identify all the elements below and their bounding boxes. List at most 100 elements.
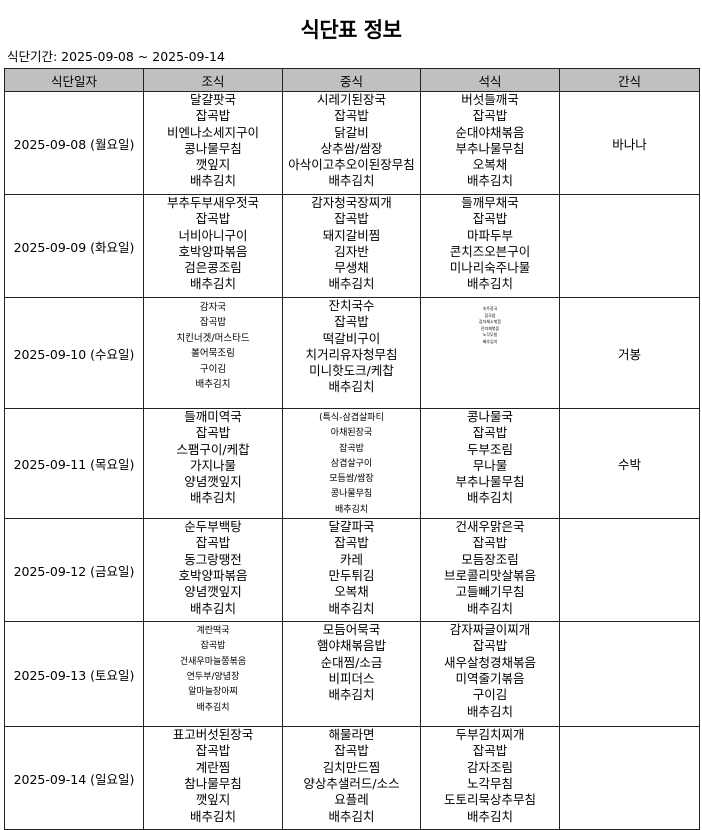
menu-item: 부추두부새우젓국 [166,195,259,210]
table-row: 2025-09-11 (목요일) 들깨미역국 잡곡밥 스팸구이/케찹 가지나물 양념깻잎지… [4,407,700,520]
menu-item: 감자채소볶음 [478,319,502,324]
menu-item: 부추나물무침 [455,140,525,156]
date-cell: 2025-09-12 (금요일) [4,518,144,623]
table-header-row: 식단일자 조식 중식 석식 간식 [4,68,700,92]
menu-item: 오복채 [472,157,508,173]
menu-item: 구이김 [472,687,508,703]
menu-item: 오복채 [334,584,369,600]
dinner-cell: 건새우맑은국 잡곡밥 모듬장조림 브로콜리맛살볶음 고들빼기무침 배추김치 [420,518,560,623]
date-cell: 2025-09-11 (목요일) [4,407,144,520]
menu-item: 잡곡밥 [472,743,508,759]
menu-item: 카레 [339,551,363,567]
snack-cell: 거봉 [559,297,700,409]
dinner-cell: 들깨무채국 잡곡밥 마파두부 콘치즈오븐구이 미나리숙주나물 배추김치 [420,194,560,298]
snack-cell [559,726,700,830]
menu-item: 미나리숙주나물 [449,260,531,276]
menu-item: 참나물무침 [184,775,242,791]
header-dinner: 석식 [420,68,560,92]
menu-item: 배추김치 [466,276,513,292]
menu-item: 순두부백탕 [184,519,242,535]
menu-item: 배추김치 [328,600,375,616]
menu-item: 배추김치 [466,600,513,616]
menu-item: 들깨무채국 [461,195,519,210]
menu-item: 잡곡밥 [334,108,369,124]
menu-item: 김자반 [334,243,369,259]
menu-item: 돼지갈비찜 [322,227,381,243]
menu-item: 건새우맑은국 [455,519,525,535]
table-row: 2025-09-09 (화요일) 부추두부새우젓국 잡곡밥 너비아니구이 호박양파볶음 검… [4,194,700,298]
date-cell: 2025-09-10 (수요일) [4,297,144,409]
table-row: 2025-09-13 (토요일) 계란떡국 잡곡밥 건새우마늘쫑볶음 연두부/양념장 알마… [4,621,700,728]
dinner-cell: 두부김치찌개 잡곡밥 감자조림 노각무침 도토리묵상추무침 배추김치 [420,726,560,830]
menu-item: 알마늘장아찌 [188,687,238,698]
menu-item: 잡곡밥 [195,211,231,227]
menu-item: 아삭이고추오이된장무침 [288,157,415,173]
dinner-cell: 버섯들깨국 잡곡밥 순대야채볶음 부추나물무침 오복채 배추김치 [420,91,560,195]
menu-item: 잡곡밥 [472,535,508,551]
menu-item: 김치만드찜 [322,759,381,775]
menu-item: 스팸구이/케찹 [176,441,250,457]
breakfast-cell: 표고버섯된장국 잡곡밥 계란찜 참나물무침 깻잎지 배추김치 [143,726,283,830]
menu-item: 동그랑땡전 [184,551,242,567]
menu-item: 감자국 [199,302,227,313]
menu-item: 건새우마늘쫑볶음 [179,656,247,667]
menu-item: 양념깻잎지 [184,584,242,600]
menu-item: 배추김치 [482,338,498,344]
menu-item: 구이김 [199,363,227,375]
menu-item: 고들빼기무침 [455,584,525,600]
breakfast-cell: 들깨미역국 잡곡밥 스팸구이/케찹 가지나물 양념깻잎지 배추김치 [143,407,283,520]
menu-item: 배추김치 [466,703,513,719]
menu-item: 잡곡밥 [334,743,369,759]
table-row: 2025-09-14 (일요일) 표고버섯된장국 잡곡밥 계란찜 참나물무침 깻잎지 배추김… [4,726,700,830]
menu-item: 노각무침 [466,775,513,791]
menu-item: 배추김치 [334,504,369,515]
menu-item: 잡곡밥 [195,743,231,759]
menu-item: 배추김치 [466,173,513,189]
menu-item: 모듬쌈/쌈장 [329,474,374,485]
menu-item: 잡곡밥 [195,425,231,441]
lunch-cell: 모듬어묵국 햄야채볶음밥 순대찜/소금 비피더스 배추김치 [282,621,421,728]
menu-item: 배추김치 [196,702,230,713]
header-date: 식단일자 [4,68,144,92]
menu-item: 가지나물 [189,457,236,473]
menu-item: 무생채 [334,260,369,276]
menu-item: 배추김치 [328,276,375,292]
menu-item: 노각무침 [482,332,498,337]
table-row: 2025-09-08 (월요일) 달걀팟국 잡곡밥 비엔나소세지구이 콩나물무침 깻잎지 배… [4,91,700,195]
menu-item: 연두부/양념장 [186,671,240,682]
menu-item: 잡곡밥 [334,314,369,330]
menu-item: 잡곡밥 [200,641,226,652]
menu-item: 깻잎지 [195,792,231,808]
date-cell: 2025-09-14 (일요일) [4,726,144,830]
breakfast-cell: 달걀팟국 잡곡밥 비엔나소세지구이 콩나물무침 깻잎지 배추김치 [143,91,283,195]
menu-item: 모듬장조림 [461,551,519,567]
menu-item: 시레기된장국 [316,92,386,107]
snack-cell [559,194,700,298]
dinner-cell: 숙주장국 잡곡밥 감자채소볶음 진미채볶음 노각무침 배추김치 [420,297,560,409]
menu-item: 들깨미역국 [184,409,242,424]
menu-item: 볼어묵조림 [191,348,235,360]
date-cell: 2025-09-13 (토요일) [4,621,144,728]
menu-item: 떡갈비구이 [322,330,381,346]
menu-item: 표고버섯된장국 [172,727,254,743]
breakfast-cell: 계란떡국 잡곡밥 건새우마늘쫑볶음 연두부/양념장 알마늘장아찌 배추김치 [143,621,283,728]
menu-item: 햄야채볶음밥 [316,638,386,654]
date-cell: 2025-09-09 (화요일) [4,194,144,298]
menu-item: 잡곡밥 [195,535,231,551]
menu-item: 삼겹살구이 [330,458,373,469]
header-snack: 간식 [559,68,700,92]
menu-item: 잡곡밥 [195,108,231,124]
menu-item: 잡곡밥 [472,108,508,124]
dinner-cell: 콩나물국 잡곡밥 두부조림 무나물 부추나물무침 배추김치 [420,407,560,520]
menu-item: 순대찜/소금 [320,654,383,670]
menu-item: 잡곡밥 [199,317,227,329]
menu-item: 상추쌈/쌈장 [320,140,383,156]
menu-item: 배추김치 [189,490,236,506]
lunch-cell: (특식-삼겹살파티 아채된장국 잡곡밥 삼겹살구이 모듬쌈/쌈장 콩나물무침 배추김치 [282,407,421,520]
menu-item: 콩나물무침 [184,140,242,156]
menu-item: 미역줄기볶음 [455,670,525,686]
lunch-cell: 해물라면 잡곡밥 김치만드찜 양상추샐러드/소스 요플레 배추김치 [282,726,421,830]
menu-item: 배추김치 [189,173,236,189]
menu-item: 해물라면 [328,727,375,743]
menu-item: 잡곡밥 [484,312,496,318]
